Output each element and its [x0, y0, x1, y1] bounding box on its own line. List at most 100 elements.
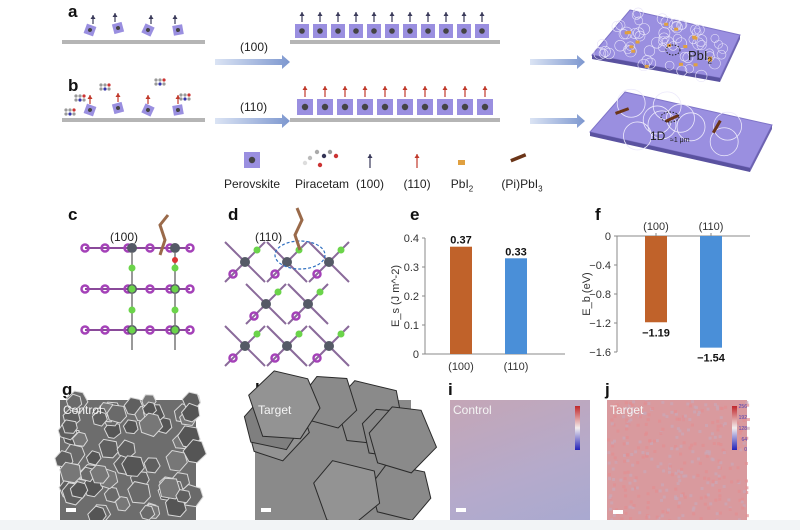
grain-boundary [695, 69, 708, 82]
film-b-1d-label: 1D [650, 129, 666, 143]
legend-sub: 2 [468, 184, 474, 194]
intensity-pixel [691, 450, 695, 454]
intensity-pixel [745, 514, 749, 518]
intensity-pixel [744, 479, 748, 483]
intensity-pixel [692, 512, 696, 516]
colorbar-tick: 64 [741, 437, 747, 443]
cube-center [461, 28, 467, 34]
intensity-pixel [610, 422, 614, 426]
intensity-pixel [652, 486, 656, 490]
intensity-pixel [716, 424, 720, 428]
intensity-pixel [635, 486, 639, 490]
grain-boundary [710, 33, 720, 43]
intensity-pixel [700, 409, 704, 413]
intensity-pixel [658, 419, 662, 423]
intensity-pixel [610, 418, 614, 422]
intensity-pixel [644, 400, 648, 404]
atom [321, 153, 327, 159]
intensity-pixel [705, 454, 709, 458]
orientation-arrow-100-head [90, 15, 96, 19]
intensity-pixel [650, 457, 654, 461]
intensity-pixel [693, 410, 697, 414]
intensity-pixel [623, 459, 627, 463]
iodine-atom [100, 325, 110, 335]
intensity-pixel [698, 430, 702, 434]
grain-boundary [713, 111, 742, 141]
intensity-pixel [687, 428, 691, 432]
intensity-pixel [736, 479, 740, 483]
chlorine-atom [171, 285, 179, 293]
intensity-pixel [718, 494, 722, 498]
grain [182, 439, 207, 464]
intensity-pixel [698, 461, 702, 465]
cube-center [443, 28, 449, 34]
atom [327, 149, 333, 155]
grain-boundary [603, 47, 615, 60]
intensity-pixel [716, 419, 720, 423]
intensity-pixel [643, 470, 647, 474]
lead-atom [282, 341, 292, 351]
grain [98, 438, 119, 459]
intensity-pixel [608, 507, 612, 511]
intensity-pixel [647, 402, 651, 406]
chlorine-atom [171, 326, 179, 334]
grain-boundary [616, 88, 646, 118]
intensity-pixel [688, 418, 692, 422]
intensity-pixel [682, 474, 686, 478]
cube-center [176, 28, 180, 32]
intensity-pixel [718, 497, 722, 501]
intensity-pixel [625, 422, 629, 426]
film-a-label-sub: 2 [707, 56, 712, 66]
grain [158, 477, 182, 500]
intensity-pixel [675, 447, 679, 451]
lead-atom [261, 299, 271, 309]
intensity-pixel [745, 491, 749, 495]
perovskite-cube [337, 99, 353, 115]
perovskite-cube [377, 99, 393, 115]
intensity-pixel [707, 450, 711, 454]
film-edge [592, 55, 720, 82]
intensity-pixel [623, 488, 627, 492]
intensity-pixel [661, 509, 665, 513]
atom [179, 97, 183, 101]
cube-center [335, 28, 341, 34]
colorbar [732, 406, 737, 450]
intensity-pixel [714, 498, 718, 502]
x-tick-label: (100) [643, 221, 669, 233]
intensity-pixel [736, 406, 740, 410]
intensity-pixel [622, 453, 626, 457]
orientation-arrow-110-head [362, 86, 368, 90]
panel-label-i: i [448, 380, 453, 399]
intensity-pixel [696, 473, 700, 477]
intensity-pixel [736, 421, 740, 425]
grain-boundary [634, 16, 644, 26]
intensity-pixel [696, 413, 700, 417]
intensity-pixel [622, 442, 626, 446]
intensity-pixel [634, 476, 638, 480]
pbi2-particle [693, 63, 698, 67]
cube-center [88, 28, 92, 32]
intensity-pixel [643, 411, 647, 415]
intensity-pixel [719, 443, 723, 447]
intensity-pixel [613, 456, 617, 460]
orientation-arrow-110-head [402, 86, 408, 90]
intensity-pixel [670, 410, 674, 414]
intensity-pixel [713, 435, 717, 439]
y-tick-label: −1.6 [589, 347, 611, 359]
intensity-pixel [641, 451, 645, 455]
intensity-pixel [609, 494, 613, 498]
intensity-pixel [693, 405, 697, 409]
atom [99, 83, 103, 87]
grain [138, 412, 164, 438]
intensity-pixel [686, 402, 690, 406]
grain [175, 489, 192, 504]
piracetam-molecule [64, 108, 76, 116]
intensity-pixel [707, 477, 711, 481]
intensity-pixel [659, 462, 663, 466]
intensity-pixel [655, 515, 659, 519]
grain [368, 406, 438, 474]
perovskite-cube [172, 104, 184, 116]
intensity-pixel [634, 450, 638, 454]
cube-center [461, 103, 469, 111]
intensity-pixel [717, 459, 721, 463]
